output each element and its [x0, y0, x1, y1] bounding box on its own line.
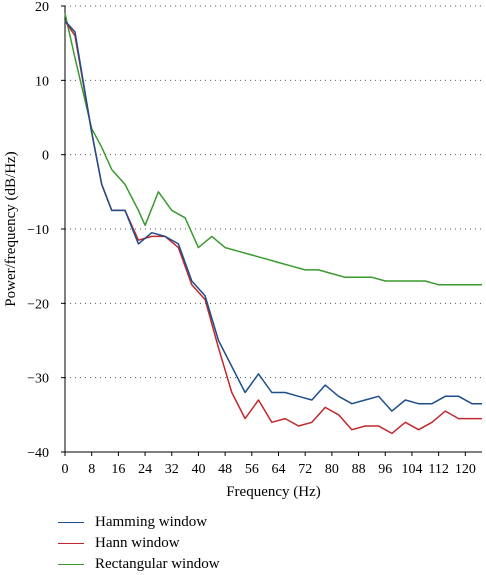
x-tick-label: 72: [298, 462, 312, 477]
x-axis-label: Frequency (Hz): [226, 484, 321, 500]
x-tick-label: 40: [191, 462, 205, 477]
series-line-hamming: [64, 20, 482, 412]
x-tick-label: 48: [218, 462, 232, 477]
y-tick-label: 10: [35, 74, 49, 89]
legend-item-rectangular: Rectangular window: [58, 554, 220, 575]
x-tick-label: 24: [138, 462, 152, 477]
legend-swatch-hamming: [58, 522, 84, 523]
x-tick-label: 8: [88, 462, 95, 477]
legend-item-hamming: Hamming window: [58, 512, 220, 533]
y-tick-label: 20: [35, 0, 49, 15]
x-tick-label: 112: [428, 462, 448, 477]
y-axis-label: Power/frequency (dB/Hz): [3, 151, 19, 306]
x-tick-label: 0: [62, 462, 69, 477]
legend-swatch-hann: [58, 543, 84, 544]
x-tick-label: 80: [325, 462, 339, 477]
series-line-hann: [64, 20, 482, 435]
y-tick-label: −10: [27, 223, 49, 238]
y-tick-label: −40: [27, 446, 49, 461]
x-tick-label: 104: [401, 462, 422, 477]
legend: Hamming window Hann window Rectangular w…: [58, 512, 220, 575]
x-tick-label: 32: [165, 462, 179, 477]
y-tick-label: 0: [42, 149, 49, 164]
x-tick-label: 56: [245, 462, 259, 477]
legend-label-hann: Hann window: [95, 535, 180, 551]
legend-item-hann: Hann window: [58, 533, 220, 554]
tick-labels: 20 10 0 −10 −20 −30 −40 0 8 16 24 32 40 48 56 64 72 80 88 9…: [27, 0, 476, 477]
x-tick-label: 120: [455, 462, 476, 477]
axes: [61, 5, 482, 456]
legend-label-rectangular: Rectangular window: [95, 556, 220, 572]
series-line-rectangular: [64, 13, 482, 286]
x-tick-label: 96: [378, 462, 392, 477]
line-chart: 20 10 0 −10 −20 −30 −40 0 8 16 24 32 40 48 56 64 72 80 88 9…: [3, 0, 482, 500]
legend-label-hamming: Hamming window: [95, 514, 208, 530]
gridlines: [65, 5, 482, 379]
x-tick-label: 64: [272, 462, 286, 477]
x-tick-label: 16: [111, 462, 125, 477]
y-tick-label: −20: [27, 297, 49, 312]
y-tick-label: −30: [27, 372, 49, 387]
x-tick-label: 88: [352, 462, 366, 477]
legend-swatch-rectangular: [58, 564, 84, 565]
series-lines: [64, 13, 482, 435]
